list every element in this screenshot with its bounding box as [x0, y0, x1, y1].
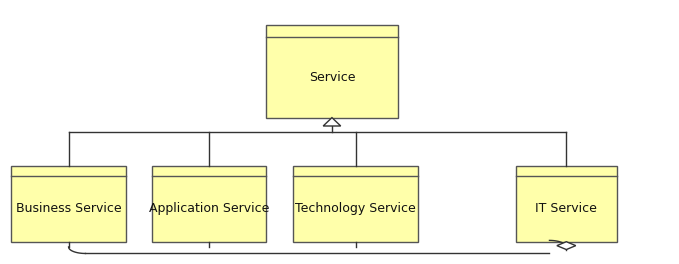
Bar: [293, 166, 418, 242]
Text: Application Service: Application Service: [149, 202, 269, 215]
Text: Service: Service: [309, 71, 355, 84]
Text: IT Service: IT Service: [535, 202, 598, 215]
Text: Technology Service: Technology Service: [295, 202, 416, 215]
Bar: [516, 166, 617, 242]
Bar: [151, 166, 266, 242]
Text: Business Service: Business Service: [16, 202, 122, 215]
Polygon shape: [557, 242, 576, 249]
Polygon shape: [323, 118, 341, 126]
Bar: [12, 166, 126, 242]
Bar: [266, 25, 398, 118]
